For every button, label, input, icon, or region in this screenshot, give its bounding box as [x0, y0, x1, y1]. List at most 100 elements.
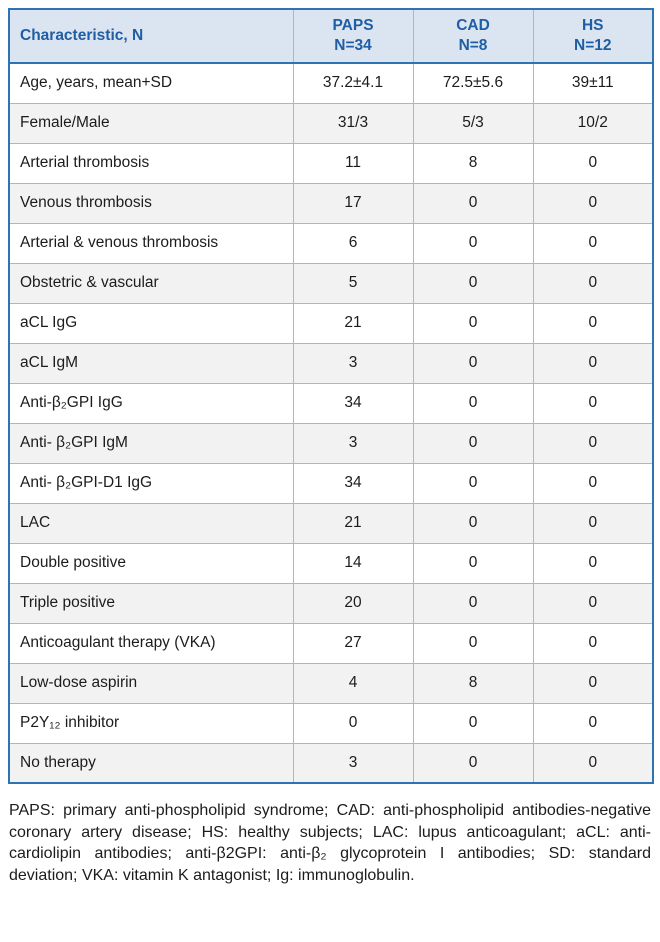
col-header-characteristic: Characteristic, N	[8, 8, 294, 64]
table-body: Age, years, mean+SD 37.2±4.1 72.5±5.6 39…	[8, 62, 654, 784]
characteristics-table: Characteristic, N PAPS N=34 CAD N=8 HS N…	[8, 8, 654, 784]
row-value: 11	[292, 142, 414, 184]
row-label: Anti- β₂GPI IgM	[8, 422, 294, 464]
row-value: 0	[532, 742, 654, 784]
row-value: 4	[292, 662, 414, 704]
row-value: 0	[532, 302, 654, 344]
row-label: No therapy	[8, 742, 294, 784]
row-value: 21	[292, 502, 414, 544]
row-label: Venous thrombosis	[8, 182, 294, 224]
row-value: 0	[412, 262, 534, 304]
row-value: 0	[412, 542, 534, 584]
row-value: 0	[532, 502, 654, 544]
row-value: 0	[532, 182, 654, 224]
row-value: 8	[412, 662, 534, 704]
row-label: Obstetric & vascular	[8, 262, 294, 304]
table-row: Female/Male 31/3 5/3 10/2	[8, 102, 654, 144]
row-value: 0	[532, 622, 654, 664]
row-label: P2Y₁₂ inhibitor	[8, 702, 294, 744]
row-label: LAC	[8, 502, 294, 544]
row-value: 0	[412, 222, 534, 264]
table-row: Anti- β₂GPI-D1 IgG 34 0 0	[8, 462, 654, 504]
row-label: aCL IgG	[8, 302, 294, 344]
table-row: Arterial & venous thrombosis 6 0 0	[8, 222, 654, 264]
row-value: 34	[292, 462, 414, 504]
col-header-hs-title: HS	[581, 17, 604, 34]
row-value: 0	[532, 462, 654, 504]
row-value: 0	[412, 742, 534, 784]
row-value: 0	[532, 582, 654, 624]
row-value: 0	[412, 302, 534, 344]
row-value: 8	[412, 142, 534, 184]
row-label: Low-dose aspirin	[8, 662, 294, 704]
table-row: aCL IgG 21 0 0	[8, 302, 654, 344]
header-row: Characteristic, N PAPS N=34 CAD N=8 HS N…	[8, 8, 654, 64]
table-row: P2Y₁₂ inhibitor 0 0 0	[8, 702, 654, 744]
row-value: 0	[412, 382, 534, 424]
row-label: Anticoagulant therapy (VKA)	[8, 622, 294, 664]
row-value: 0	[412, 502, 534, 544]
col-header-hs-n: N=12	[574, 37, 612, 54]
row-value: 5	[292, 262, 414, 304]
table-row: Double positive 14 0 0	[8, 542, 654, 584]
row-value: 10/2	[532, 102, 654, 144]
row-value: 3	[292, 342, 414, 384]
row-value: 0	[532, 422, 654, 464]
col-header-paps-title: PAPS	[332, 17, 374, 34]
table-row: Low-dose aspirin 4 8 0	[8, 662, 654, 704]
row-label: Female/Male	[8, 102, 294, 144]
row-value: 0	[412, 182, 534, 224]
row-value: 39±11	[532, 62, 654, 104]
table-row: Anti-β₂GPI IgG 34 0 0	[8, 382, 654, 424]
table-row: Venous thrombosis 17 0 0	[8, 182, 654, 224]
row-value: 0	[532, 222, 654, 264]
row-value: 17	[292, 182, 414, 224]
row-value: 0	[532, 142, 654, 184]
row-value: 0	[532, 342, 654, 384]
row-label: aCL IgM	[8, 342, 294, 384]
row-value: 14	[292, 542, 414, 584]
row-value: 3	[292, 742, 414, 784]
table-row: Anticoagulant therapy (VKA) 27 0 0	[8, 622, 654, 664]
table-row: aCL IgM 3 0 0	[8, 342, 654, 384]
row-value: 34	[292, 382, 414, 424]
row-label: Triple positive	[8, 582, 294, 624]
row-value: 0	[412, 622, 534, 664]
table-row: Obstetric & vascular 5 0 0	[8, 262, 654, 304]
col-header-paps: PAPS N=34	[292, 8, 414, 64]
row-value: 0	[412, 342, 534, 384]
row-label: Age, years, mean+SD	[8, 62, 294, 104]
row-label: Arterial thrombosis	[8, 142, 294, 184]
col-header-cad-title: CAD	[456, 17, 490, 34]
table-row: Age, years, mean+SD 37.2±4.1 72.5±5.6 39…	[8, 62, 654, 104]
row-value: 0	[532, 262, 654, 304]
row-label: Anti-β₂GPI IgG	[8, 382, 294, 424]
row-value: 0	[412, 582, 534, 624]
col-header-hs: HS N=12	[532, 8, 654, 64]
row-value: 0	[532, 542, 654, 584]
row-value: 20	[292, 582, 414, 624]
row-value: 0	[412, 702, 534, 744]
row-value: 27	[292, 622, 414, 664]
row-value: 21	[292, 302, 414, 344]
row-value: 37.2±4.1	[292, 62, 414, 104]
row-value: 3	[292, 422, 414, 464]
row-value: 0	[532, 382, 654, 424]
row-value: 0	[412, 462, 534, 504]
col-header-cad-n: N=8	[458, 37, 488, 54]
row-value: 5/3	[412, 102, 534, 144]
row-label: Arterial & venous thrombosis	[8, 222, 294, 264]
table-row: No therapy 3 0 0	[8, 742, 654, 784]
table-footnote: PAPS: primary anti-phospholipid syndrome…	[9, 802, 651, 884]
row-label: Double positive	[8, 542, 294, 584]
col-header-cad: CAD N=8	[412, 8, 534, 64]
table-row: LAC 21 0 0	[8, 502, 654, 544]
row-value: 6	[292, 222, 414, 264]
row-value: 72.5±5.6	[412, 62, 534, 104]
row-value: 31/3	[292, 102, 414, 144]
row-value: 0	[532, 702, 654, 744]
row-value: 0	[532, 662, 654, 704]
table-row: Anti- β₂GPI IgM 3 0 0	[8, 422, 654, 464]
table-header: Characteristic, N PAPS N=34 CAD N=8 HS N…	[8, 8, 654, 64]
